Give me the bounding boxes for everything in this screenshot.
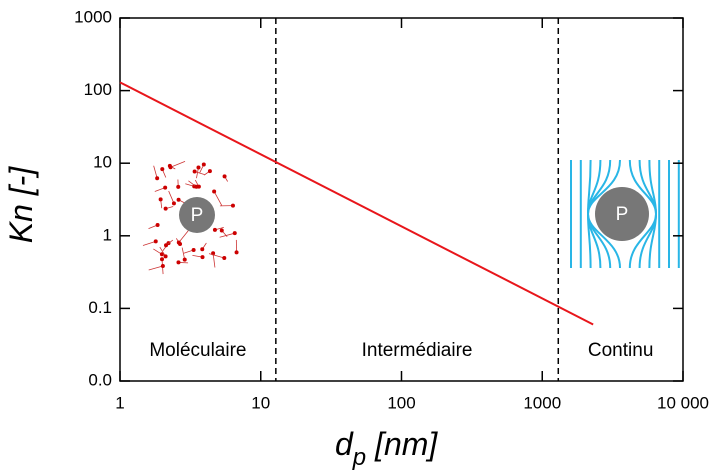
region-label: Moléculaire xyxy=(149,340,246,361)
particle xyxy=(595,187,649,241)
molecule xyxy=(160,167,165,172)
molecule xyxy=(176,197,181,202)
molecule xyxy=(159,252,164,257)
molecule-path xyxy=(178,230,189,243)
molecule-path xyxy=(208,253,225,259)
molecule-path xyxy=(181,247,186,260)
molecule xyxy=(200,247,205,252)
molecule xyxy=(232,231,237,236)
molecule xyxy=(171,201,176,206)
y-tick-label: 1000 xyxy=(74,7,112,26)
molecule xyxy=(164,243,169,248)
molecule xyxy=(163,206,168,211)
particle-label: P xyxy=(616,204,629,225)
molecule xyxy=(155,223,160,228)
molecule xyxy=(201,162,206,167)
y-axis-label: Kn [-] xyxy=(3,166,39,244)
molecule xyxy=(222,174,227,179)
y-tick-label: 100 xyxy=(84,80,112,99)
y-tick-label: 0.0 xyxy=(88,370,112,389)
streamline xyxy=(648,159,658,269)
continuum-icon xyxy=(570,159,680,269)
molecule-path xyxy=(148,265,163,271)
molecule xyxy=(200,255,205,260)
molecule-path xyxy=(213,191,223,206)
molecule-path xyxy=(153,165,158,179)
molecule xyxy=(155,176,160,181)
molecule xyxy=(176,260,181,265)
region-label: Intermédiaire xyxy=(362,340,473,361)
molecule xyxy=(207,169,212,174)
molecule xyxy=(176,240,181,245)
molecule xyxy=(192,169,197,174)
x-tick-label: 1 xyxy=(115,393,124,412)
y-tick-label: 0.1 xyxy=(88,298,112,317)
particle xyxy=(179,197,215,233)
x-tick-label: 10 000 xyxy=(657,393,709,412)
molecule xyxy=(191,248,196,253)
molecule xyxy=(153,239,158,244)
molecule xyxy=(219,228,224,233)
regime-icons: P P xyxy=(142,159,680,275)
molecular-icon xyxy=(142,160,239,275)
molecule xyxy=(212,189,217,194)
y-tick-label: 10 xyxy=(93,153,112,172)
molecule xyxy=(194,184,199,189)
molecule-path xyxy=(142,241,156,246)
x-tick-label: 100 xyxy=(387,393,415,412)
molecule xyxy=(222,256,227,261)
x-axis-label: dp [nm] xyxy=(335,426,438,471)
molecule xyxy=(230,203,235,208)
molecule xyxy=(160,257,165,262)
molecule xyxy=(176,184,181,189)
data-line xyxy=(119,81,594,326)
particle-label: P xyxy=(191,205,204,226)
molecule xyxy=(234,250,239,255)
molecule xyxy=(158,197,163,202)
molecule-path xyxy=(219,232,235,238)
molecule xyxy=(212,227,217,232)
y-tick-label: 1 xyxy=(103,225,112,244)
x-label-rest: [nm] xyxy=(366,426,438,462)
region-label: Continu xyxy=(588,340,654,361)
molecule-path xyxy=(212,253,216,268)
molecule xyxy=(196,165,201,170)
molecule xyxy=(163,185,168,190)
x-label-main: d xyxy=(335,426,354,462)
molecule-path xyxy=(170,160,186,168)
molecule xyxy=(167,163,172,168)
molecule xyxy=(163,254,168,259)
x-label-sub: p xyxy=(352,444,366,471)
x-tick-label: 10 xyxy=(251,393,270,412)
x-tick-label: 1000 xyxy=(523,393,561,412)
molecule-path xyxy=(168,190,175,204)
molecule xyxy=(160,264,165,269)
streamline xyxy=(586,159,621,269)
molecule xyxy=(182,257,187,262)
